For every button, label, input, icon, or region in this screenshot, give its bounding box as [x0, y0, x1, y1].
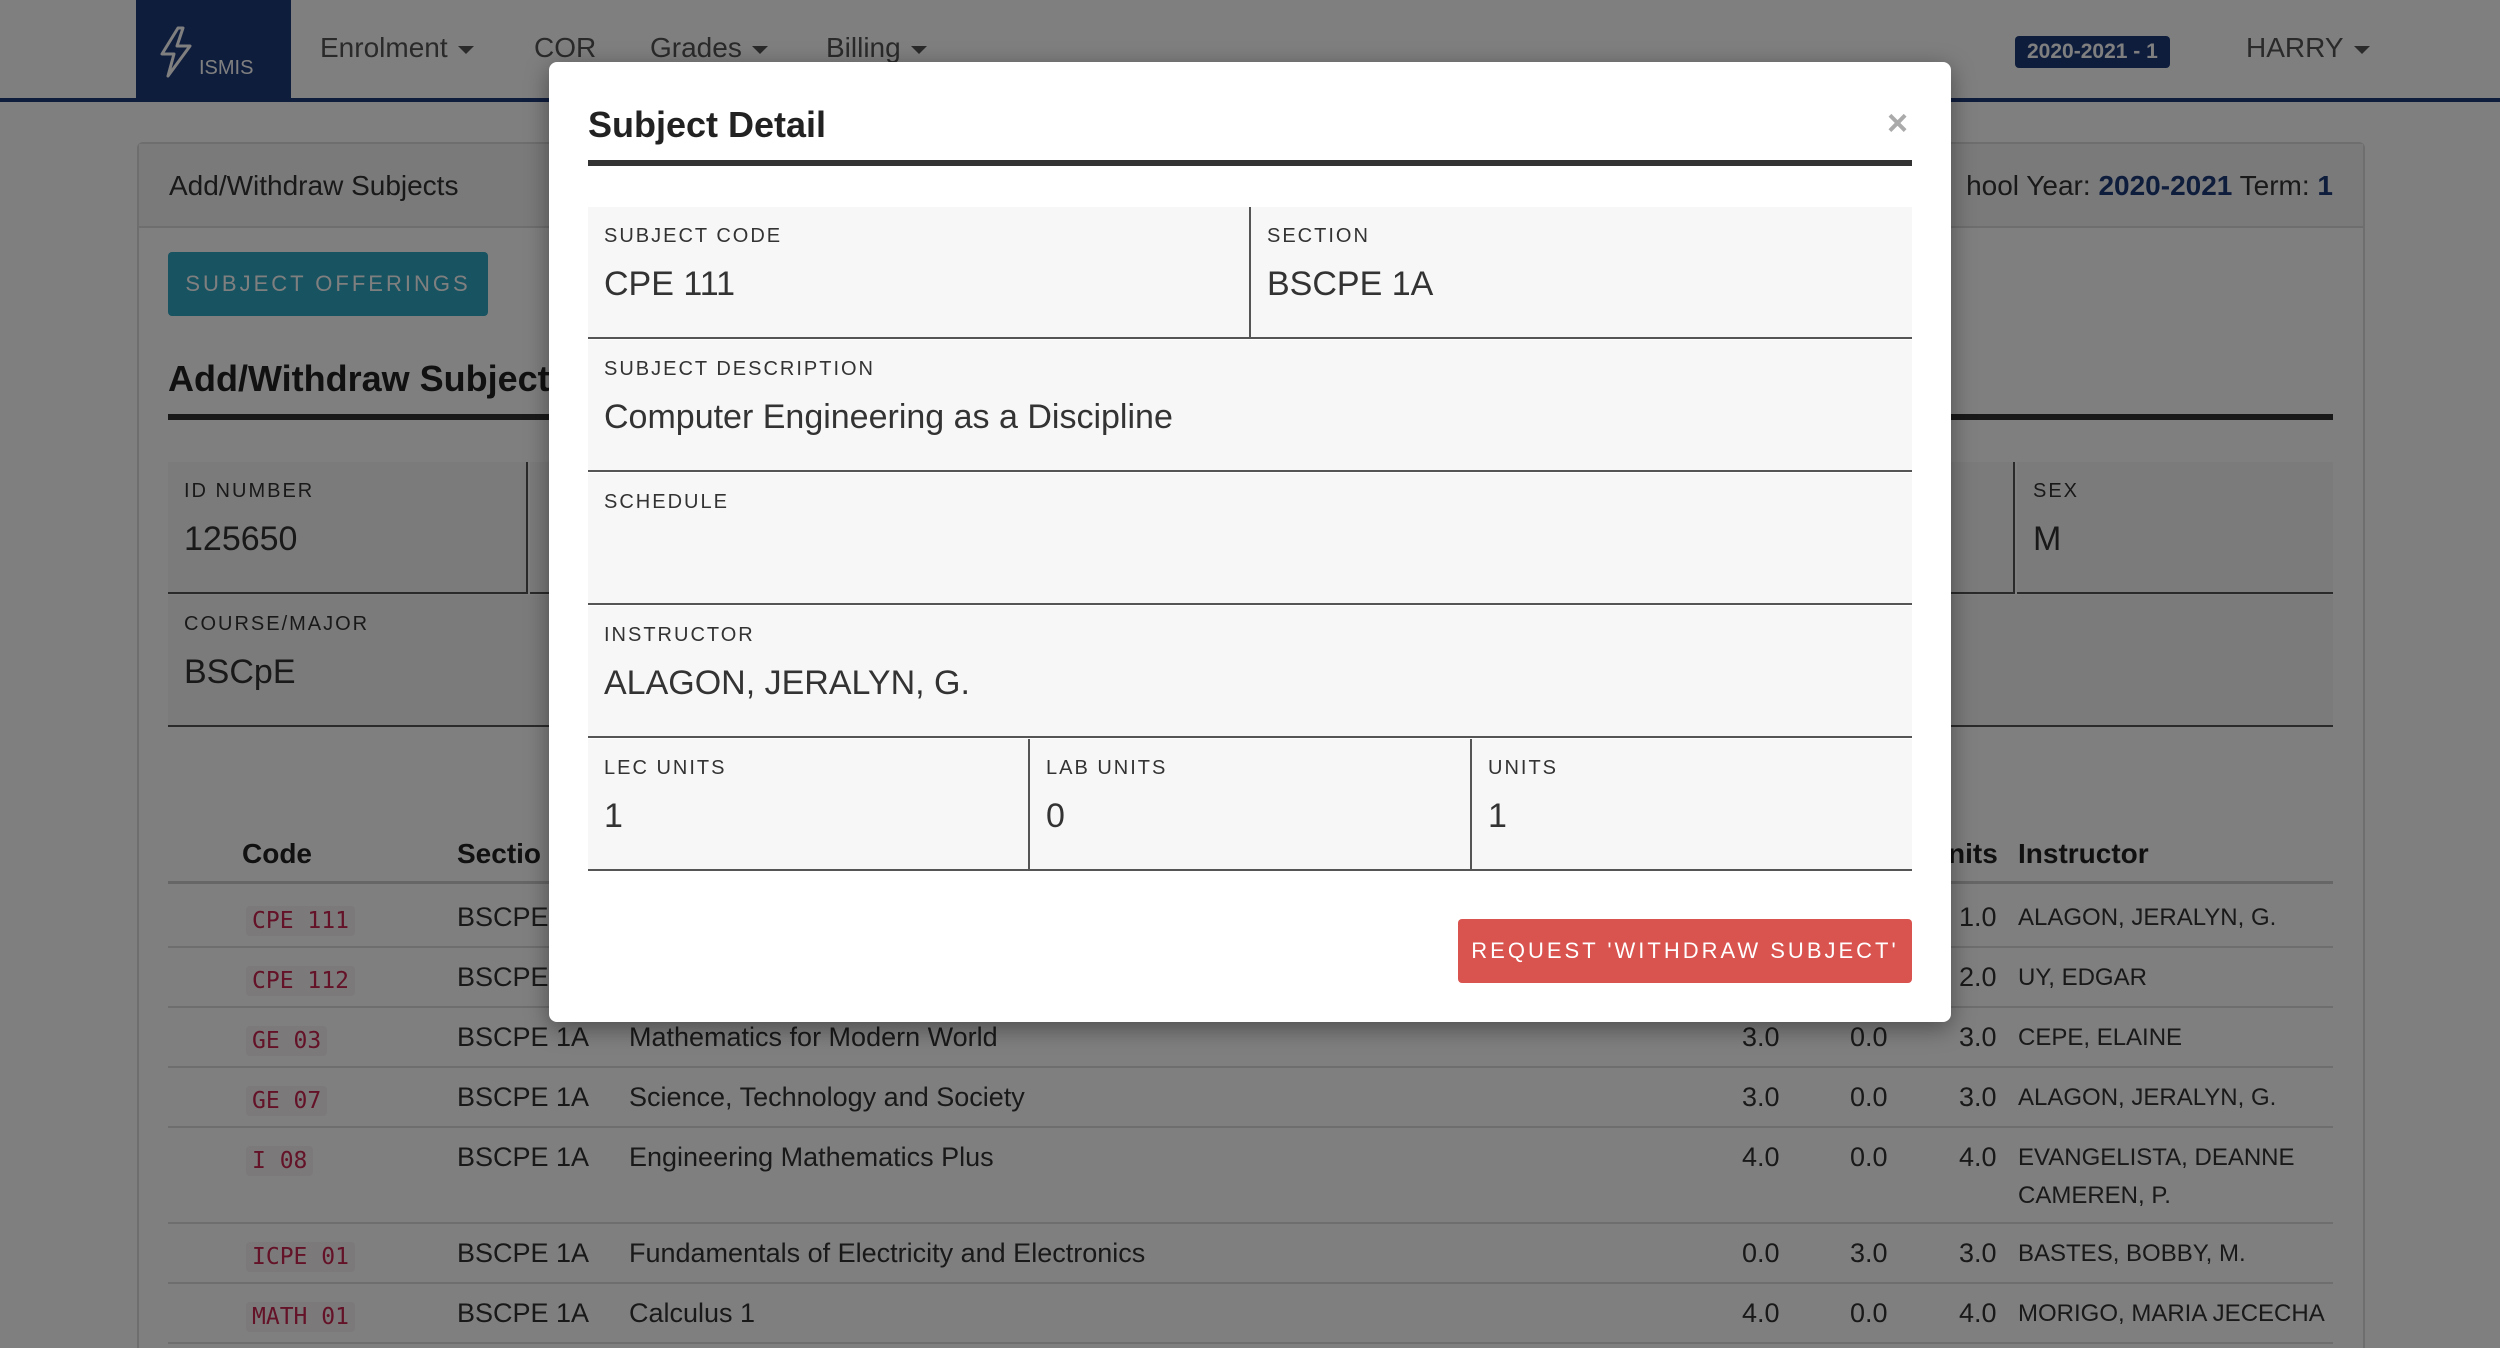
section-label: SECTION: [1267, 225, 1370, 247]
modal-divider: [588, 160, 1912, 166]
section-field: SECTION BSCPE 1A: [1251, 207, 1912, 339]
modal-title: Subject Detail: [588, 104, 827, 145]
instructor-field: INSTRUCTOR ALAGON, JERALYN, G.: [588, 606, 1912, 738]
request-withdraw-button[interactable]: REQUEST 'WITHDRAW SUBJECT': [1458, 919, 1912, 983]
schedule-field: SCHEDULE: [588, 473, 1912, 605]
subject-description-label: SUBJECT DESCRIPTION: [604, 358, 875, 380]
units-label: UNITS: [1488, 757, 1558, 779]
close-icon[interactable]: ×: [1887, 102, 1909, 143]
lec-units-field: LEC UNITS 1: [588, 739, 1030, 871]
lab-units-label: LAB UNITS: [1046, 757, 1168, 779]
subject-code-field: SUBJECT CODE CPE 111: [588, 207, 1251, 339]
subject-description-field: SUBJECT DESCRIPTION Computer Engineering…: [588, 340, 1912, 472]
subject-code-value: CPE 111: [604, 265, 736, 303]
lab-units-field: LAB UNITS 0: [1030, 739, 1472, 871]
lec-units-label: LEC UNITS: [604, 757, 727, 779]
lec-units-value: 1: [604, 797, 623, 835]
schedule-label: SCHEDULE: [604, 491, 729, 513]
subject-detail-modal: Subject Detail × SUBJECT CODE CPE 111 SE…: [549, 62, 1951, 1022]
subject-description-value: Computer Engineering as a Discipline: [604, 398, 1173, 436]
units-value: 1: [1488, 797, 1507, 835]
subject-code-label: SUBJECT CODE: [604, 225, 783, 247]
instructor-value: ALAGON, JERALYN, G.: [604, 664, 970, 702]
instructor-label: INSTRUCTOR: [604, 624, 755, 646]
units-field: UNITS 1: [1472, 739, 1912, 871]
lab-units-value: 0: [1046, 797, 1065, 835]
section-value: BSCPE 1A: [1267, 265, 1434, 303]
